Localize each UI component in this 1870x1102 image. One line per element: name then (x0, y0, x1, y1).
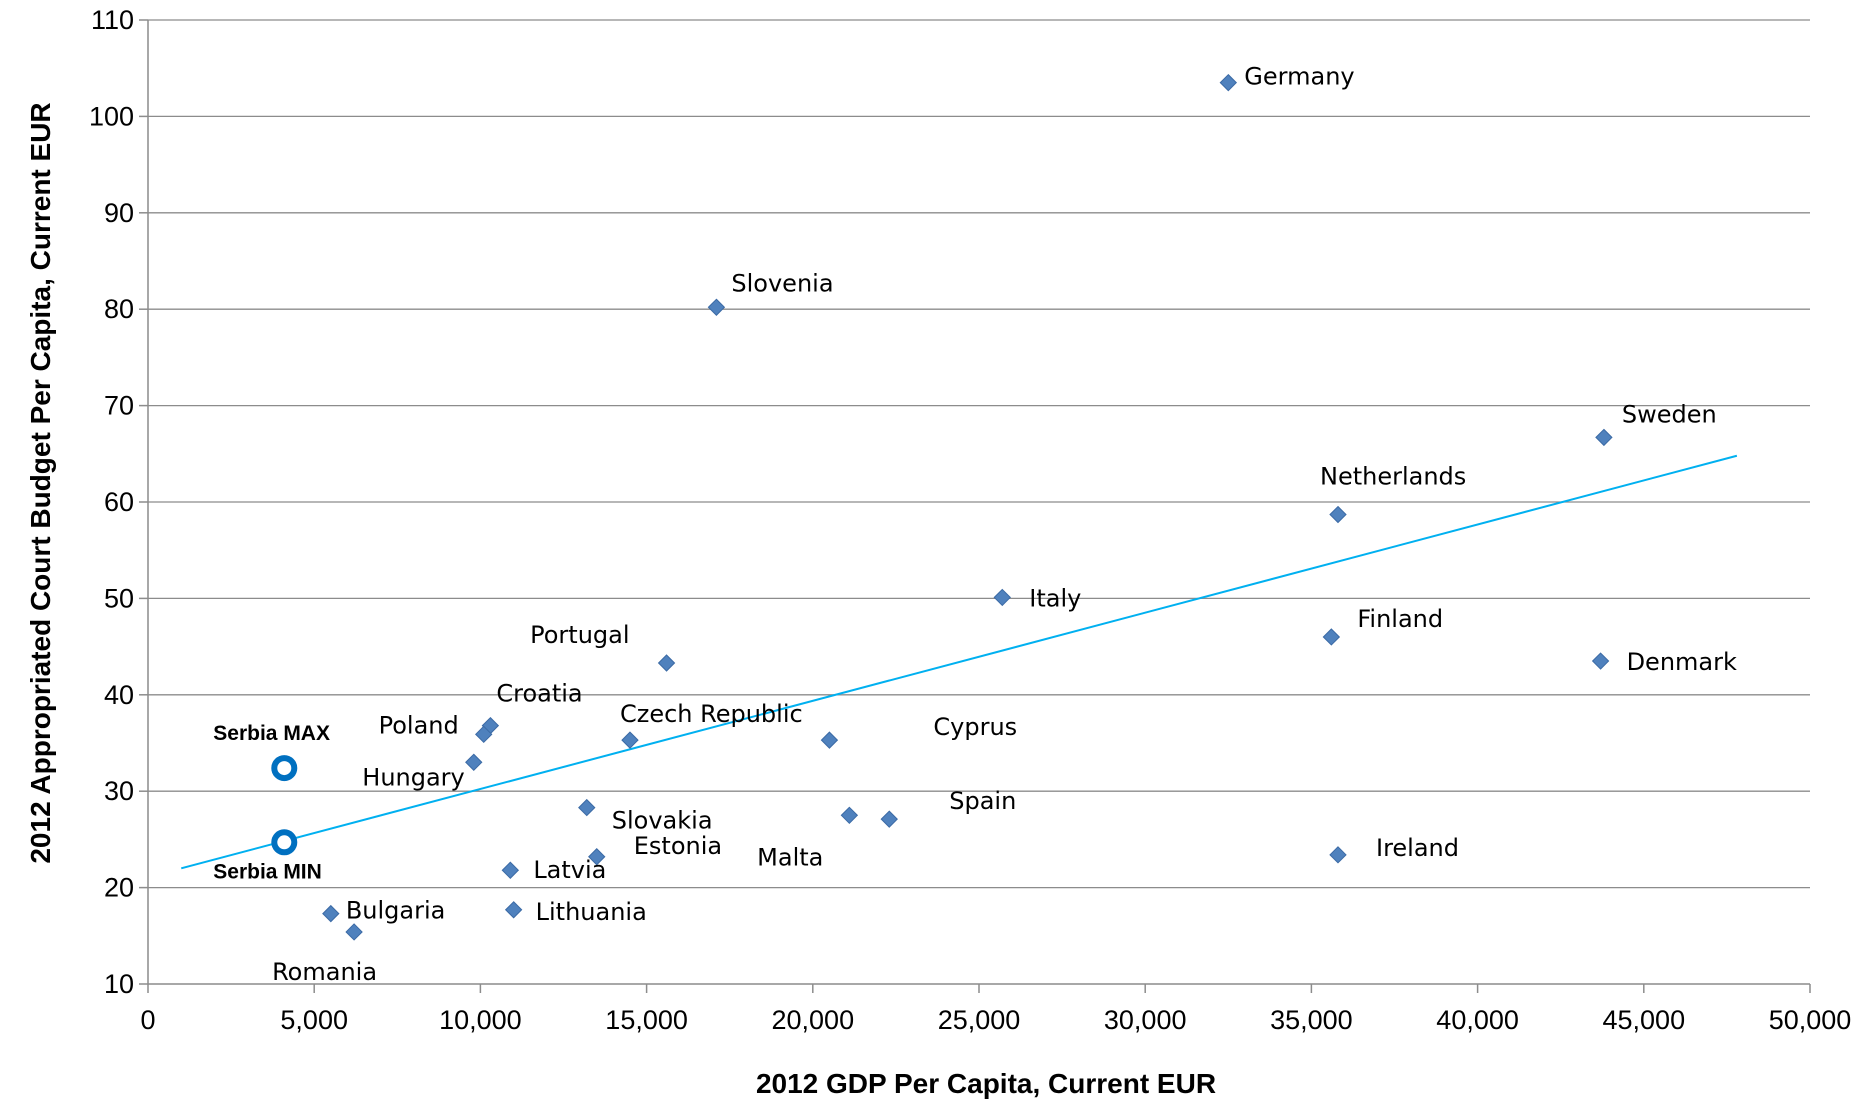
data-labels: Germany Slovenia Sweden Netherlands Italy Fin… (213, 63, 1737, 986)
point-slovenia (707, 298, 726, 316)
label-czech-republic: Czech Republic (620, 700, 803, 728)
label-hungary: Hungary (362, 763, 464, 791)
x-tick-label-0: 0 (140, 1005, 155, 1035)
label-poland: Poland (379, 711, 459, 739)
point-bulgaria (322, 904, 340, 923)
y-tick-label-90: 90 (104, 198, 134, 228)
point-spain (880, 810, 898, 828)
label-romania: Romania (272, 958, 377, 986)
label-germany: Germany (1244, 63, 1354, 91)
point-estonia (588, 848, 606, 866)
label-lithuania: Lithuania (536, 898, 647, 926)
point-ireland (1329, 846, 1347, 864)
x-tick-label-40000: 40,000 (1436, 1005, 1519, 1035)
point-romania (345, 923, 363, 941)
point-poland (475, 725, 493, 744)
x-tick-label-35000: 35,000 (1270, 1005, 1353, 1035)
label-slovakia: Slovakia (612, 807, 713, 835)
label-serbia-max: Serbia MAX (213, 722, 330, 745)
trendline-layer (180, 454, 1738, 870)
point-lithuania (504, 901, 523, 919)
data-points (271, 73, 1613, 941)
x-tick-label-5000: 5,000 (280, 1005, 348, 1035)
x-tick-label-20000: 20,000 (772, 1005, 855, 1035)
point-malta (840, 806, 859, 825)
y-tick-label-40: 40 (104, 680, 134, 710)
point-hungary (465, 753, 483, 771)
label-cyprus: Cyprus (933, 713, 1017, 741)
label-malta: Malta (757, 843, 823, 871)
point-portugal (657, 654, 676, 672)
x-tick-label-50000: 50,000 (1769, 1005, 1852, 1035)
axes: 10 20 30 40 50 60 70 80 90 100 110 0 5,000 10,000 15,0… (89, 5, 1851, 1035)
point-cyprus (820, 731, 839, 749)
gridlines (148, 19, 1810, 889)
y-tick-label-100: 100 (89, 101, 134, 131)
y-tick-label-70: 70 (104, 391, 134, 421)
point-serbia-min (271, 829, 298, 856)
linear-trendline (180, 454, 1738, 870)
x-tick-label-15000: 15,000 (605, 1005, 688, 1035)
label-ireland: Ireland (1376, 834, 1459, 862)
label-serbia-min: Serbia MIN (213, 860, 322, 883)
y-tick-label-50: 50 (104, 583, 134, 613)
label-netherlands: Netherlands (1320, 463, 1466, 491)
point-serbia-max (271, 755, 298, 782)
x-tick-label-45000: 45,000 (1603, 1005, 1686, 1035)
point-italy (993, 588, 1011, 607)
point-denmark (1591, 652, 1610, 670)
y-tick-label-80: 80 (104, 294, 134, 324)
label-finland: Finland (1357, 605, 1443, 633)
label-italy: Italy (1029, 584, 1081, 612)
x-tick-label-25000: 25,000 (938, 1005, 1021, 1035)
y-axis-title: 2012 Appropriated Court Budget Per Capit… (25, 102, 56, 863)
point-netherlands (1329, 505, 1347, 524)
point-germany (1219, 73, 1238, 92)
x-tick-label-10000: 10,000 (439, 1005, 522, 1035)
x-tick-label-30000: 30,000 (1104, 1005, 1187, 1035)
y-tick-label-60: 60 (104, 487, 134, 517)
point-latvia (501, 861, 520, 879)
label-slovenia: Slovenia (731, 269, 833, 297)
point-czech-republic (621, 731, 639, 749)
x-axis-title: 2012 GDP Per Capita, Current EUR (756, 1068, 1216, 1099)
y-tick-label-10: 10 (104, 969, 134, 999)
label-sweden: Sweden (1622, 400, 1717, 428)
y-tick-label-110: 110 (91, 5, 134, 35)
label-bulgaria: Bulgaria (346, 897, 446, 925)
point-finland (1322, 628, 1341, 646)
point-slovakia (578, 798, 596, 817)
y-tick-label-20: 20 (104, 873, 134, 903)
label-denmark: Denmark (1627, 648, 1737, 676)
label-estonia: Estonia (634, 832, 722, 860)
label-latvia: Latvia (533, 856, 606, 884)
point-sweden (1595, 428, 1613, 447)
label-spain: Spain (949, 787, 1016, 815)
label-portugal: Portugal (530, 621, 629, 649)
y-tick-label-30: 30 (104, 776, 134, 806)
label-croatia: Croatia (496, 680, 582, 708)
